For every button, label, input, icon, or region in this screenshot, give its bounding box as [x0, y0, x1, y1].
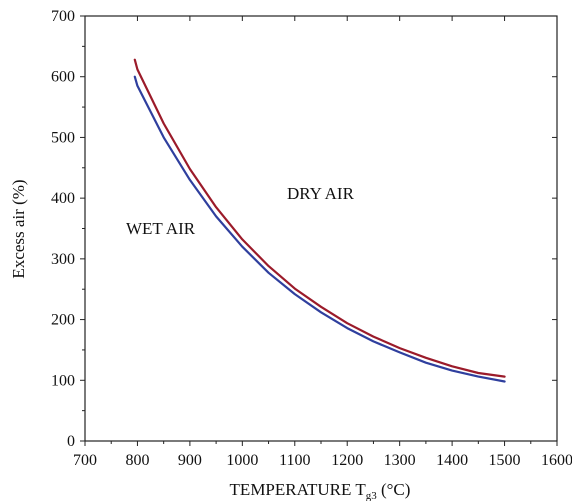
x-tick-label: 1300	[384, 452, 416, 469]
x-axis-title-unit: (°C)	[377, 480, 411, 499]
y-tick-label: 500	[51, 129, 75, 146]
x-tick-label: 900	[178, 452, 202, 469]
x-tick-label: 1500	[489, 452, 521, 469]
x-axis-title-main: TEMPERATURE T	[230, 480, 367, 499]
y-tick-label: 100	[51, 372, 75, 389]
series-line-dry-air	[133, 58, 506, 378]
x-tick-label: 1000	[226, 452, 258, 469]
x-tick-label: 1400	[436, 452, 468, 469]
axis-ticks: 700 800 900 1000 1100 1200 1300 1400 1500 1600 0 10…	[51, 8, 572, 469]
x-tick-label: 800	[125, 452, 149, 469]
y-tick-label: 400	[51, 190, 75, 207]
series-label-wet-air: WET AIR	[126, 219, 196, 238]
x-tick-label: 1100	[279, 452, 310, 469]
x-tick-label: 1200	[331, 452, 363, 469]
x-axis-title: TEMPERATURE Tg3 (°C)	[230, 480, 411, 501]
y-tick-label: 700	[51, 8, 75, 25]
x-tick-label: 1600	[541, 452, 572, 469]
y-axis-title: Excess air (%)	[9, 179, 28, 278]
series-label-dry-air: DRY AIR	[287, 184, 355, 203]
x-tick-label: 700	[73, 452, 97, 469]
y-tick-label: 0	[67, 433, 75, 450]
y-tick-label: 300	[51, 251, 75, 268]
series-lines	[133, 58, 506, 383]
series-line-wet-air	[133, 75, 506, 383]
x-axis-title-subscript: g3	[366, 490, 378, 501]
y-tick-label: 600	[51, 69, 75, 86]
series-labels: DRY AIR WET AIR	[126, 184, 355, 238]
y-tick-label: 200	[51, 312, 75, 329]
